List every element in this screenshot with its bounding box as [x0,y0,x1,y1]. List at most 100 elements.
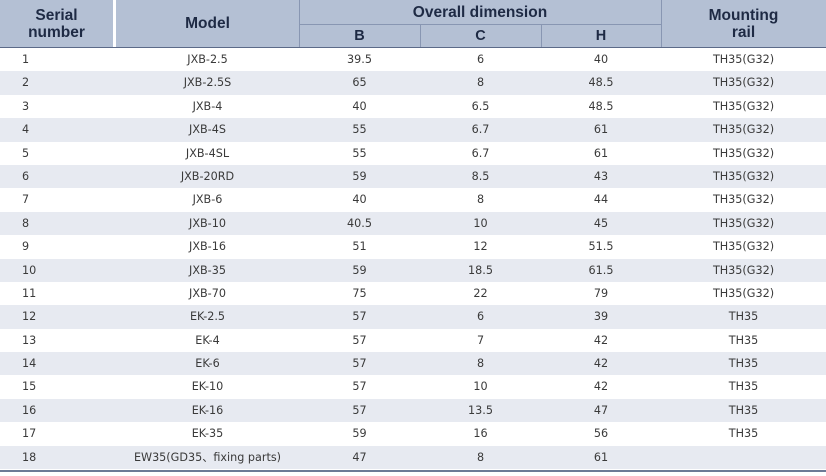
dimension-h-cell: 42 [593,333,609,347]
dimension-c-cell: 6.7 [471,123,490,137]
table-row: 13 EK-4 57 7 42 TH35 [0,329,826,352]
serial-number-cell: 6 [22,169,30,183]
mounting-rail-cell: TH35(G32) [712,263,775,277]
header-divider [541,24,542,47]
mounting-rail-cell: TH35 [728,380,759,394]
dimension-h-cell: 61 [593,146,609,160]
serial-number-cell: 10 [22,263,37,277]
serial-number-cell: 16 [22,403,37,417]
model-cell: JXB-10 [189,216,226,230]
table-row: 11 JXB-70 75 22 79 TH35(G32) [0,282,826,305]
dimension-b-cell: 40 [352,193,367,207]
header-divider [661,0,662,47]
mounting-rail-cell: TH35(G32) [712,99,775,113]
dimension-b-cell: 40 [352,99,367,113]
header-overall-dimension: Overall dimension [299,0,661,24]
dimension-h-cell: 45 [593,216,609,230]
model-cell: EK-6 [195,357,220,371]
dimension-b-cell: 57 [352,310,367,324]
model-cell: JXB-4 [192,99,223,113]
dimension-h-cell: 51.5 [588,240,614,254]
dimension-b-cell: 59 [352,169,367,183]
model-cell: EK-2.5 [189,310,226,324]
mounting-rail-cell: TH35(G32) [712,123,775,137]
dimension-c-cell: 6 [476,53,485,66]
mounting-rail-cell: TH35 [728,310,759,324]
table-row: 18 EW35(GD35、fixing parts) 47 8 61 [0,445,826,470]
mounting-rail-cell: TH35(G32) [712,169,775,183]
table-row: 8 JXB-10 40.5 10 45 TH35(G32) [0,211,826,236]
dimension-h-cell: 61 [593,450,609,464]
dimension-h-cell: 43 [593,169,609,183]
table-row: 10 JXB-35 59 18.5 61.5 TH35(G32) [0,258,826,282]
dimension-b-cell: 57 [352,333,367,347]
model-cell: JXB-2.5 [187,53,228,66]
serial-number-cell: 5 [22,146,30,160]
model-cell: JXB-6 [192,193,223,207]
table-bottom-rule [0,470,826,472]
model-cell: JXB-20RD [180,169,235,183]
model-cell: JXB-4SL [185,146,230,160]
dimension-b-cell: 57 [352,403,367,417]
table-row: 12 EK-2.5 57 6 39 TH35 [0,305,826,329]
dimension-h-cell: 47 [593,403,609,417]
dimension-h-cell: 79 [593,286,609,300]
dimension-b-cell: 75 [352,286,367,300]
dimension-c-cell: 8 [476,193,485,207]
dimension-h-cell: 42 [593,380,609,394]
dimension-b-cell: 51 [352,240,367,254]
mounting-rail-cell: TH35(G32) [712,240,775,254]
model-cell: EK-35 [191,427,224,441]
serial-number-cell: 12 [22,310,37,324]
header-bottom-rule [0,47,826,48]
table-row: 15 EK-10 57 10 42 TH35 [0,375,826,398]
model-cell: EK-16 [191,403,224,417]
mounting-rail-cell: TH35(G32) [712,193,775,207]
serial-number-cell: 11 [22,286,37,300]
table-row: 7 JXB-6 40 8 44 TH35(G32) [0,188,826,211]
model-cell: JXB-16 [189,240,226,254]
table-row: 9 JXB-16 51 12 51.5 TH35(G32) [0,235,826,258]
header-h: H [541,25,661,47]
dimension-c-cell: 6 [476,310,485,324]
table-row: 16 EK-16 57 13.5 47 TH35 [0,398,826,423]
table-body: 1 JXB-2.5 39.5 6 40 TH35(G32) 2 JXB-2.5S 65 8 48.5… [0,48,826,470]
dimension-c-cell: 7 [476,333,485,347]
table-row: 1 JXB-2.5 39.5 6 40 TH35(G32) [0,48,826,71]
header-c: C [420,25,541,47]
mounting-rail-cell: TH35(G32) [712,146,775,160]
table-row: 5 JXB-4SL 55 6.7 61 TH35(G32) [0,142,826,165]
model-cell: JXB-2.5S [183,76,232,90]
dimension-b-cell: 47 [352,450,367,464]
dimension-h-cell: 61 [593,123,609,137]
table-row: 14 EK-6 57 8 42 TH35 [0,352,826,376]
dimension-c-cell: 8 [476,76,485,90]
dimension-b-cell: 40.5 [347,216,372,230]
model-cell: EK-10 [191,380,224,394]
dimension-h-cell: 40 [593,53,609,66]
table-row: 4 JXB-4S 55 6.7 61 TH35(G32) [0,118,826,142]
header-b: B [299,25,420,47]
model-cell: EK-4 [195,333,220,347]
serial-number-cell: 2 [22,76,30,90]
serial-number-cell: 15 [22,380,37,394]
dimension-b-cell: 39.5 [347,53,372,66]
dimension-c-cell: 6.5 [471,99,490,113]
header-model: Model [116,0,299,47]
table-row: 17 EK-35 59 16 56 TH35 [0,422,826,445]
serial-number-cell: 17 [22,427,37,441]
serial-number-cell: 13 [22,333,37,347]
dimension-h-cell: 56 [593,427,609,441]
serial-number-cell: 1 [22,53,30,66]
model-cell: JXB-35 [189,263,226,277]
table-row: 2 JXB-2.5S 65 8 48.5 TH35(G32) [0,71,826,95]
mounting-rail-cell: TH35 [728,427,759,441]
header-serial-number: Serial number [0,0,113,47]
mounting-rail-cell: TH35 [728,357,759,371]
model-cell: JXB-70 [189,286,226,300]
table-row: 3 JXB-4 40 6.5 48.5 TH35(G32) [0,95,826,118]
dimension-c-cell: 22 [473,286,488,300]
header-divider [420,24,421,47]
dimension-c-cell: 6.7 [471,146,490,160]
dimension-c-cell: 13.5 [468,403,493,417]
